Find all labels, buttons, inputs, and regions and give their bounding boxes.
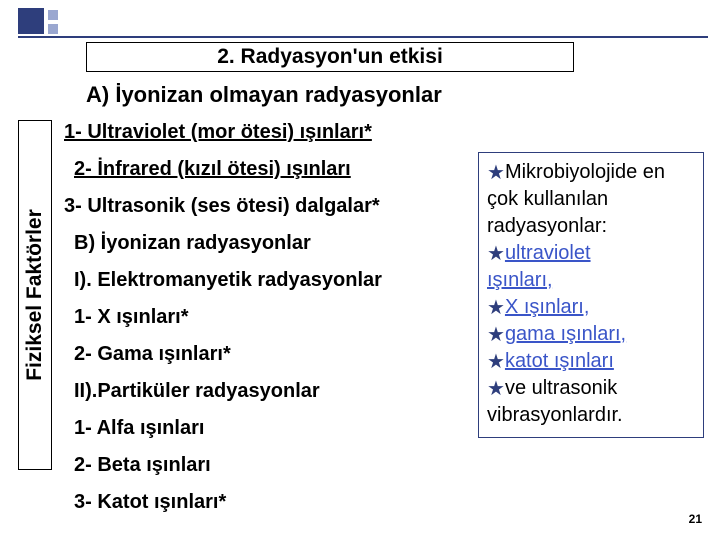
star-icon: ★ — [487, 351, 505, 373]
sidebar-label-box: Fiziksel Faktörler — [18, 120, 52, 470]
section-a-heading: A) İyonizan olmayan radyasyonlar — [86, 82, 442, 108]
callout-x: X ışınları, — [505, 296, 589, 318]
star-icon: ★ — [487, 297, 505, 319]
star-icon: ★ — [487, 162, 505, 184]
item-b-ii-2: 2- Beta ışınları — [74, 453, 464, 478]
item-b-ii-1: 1- Alfa ışınları — [74, 416, 464, 441]
callout-intro-1: Mikrobiyolojide — [505, 161, 637, 183]
item-a3: 3- Ultrasonik (ses ötesi) dalgalar* — [64, 194, 464, 219]
star-icon: ★ — [487, 243, 505, 265]
callout-gama: gama ışınları, — [505, 323, 626, 345]
star-icon: ★ — [487, 324, 505, 346]
main-content: 1- Ultraviolet (mor ötesi) ışınları* 2- … — [64, 120, 464, 527]
slide-title: 2. Radyasyon'un etkisi — [86, 42, 574, 72]
section-b-ii: II).Partiküler radyasyonlar — [74, 379, 464, 404]
star-icon: ★ — [487, 378, 505, 400]
item-b-i-1: 1- X ışınları* — [74, 305, 464, 330]
top-rule — [18, 36, 708, 38]
section-b-i: I). Elektromanyetik radyasyonlar — [74, 268, 464, 293]
callout-uv: ultraviolet — [505, 242, 591, 264]
item-a1: 1- Ultraviolet (mor ötesi) ışınları* — [64, 120, 464, 145]
item-a2: 2- İnfrared (kızıl ötesi) ışınları — [74, 157, 464, 182]
callout-uv-2: ışınları, — [487, 269, 553, 291]
callout-box: ★Mikrobiyolojide en çok kullanılan radya… — [478, 152, 704, 438]
callout-ultrasonik-1: ve ultrasonik — [505, 377, 617, 399]
callout-katot: katot ışınları — [505, 350, 614, 372]
callout-ultrasonik-2: vibrasyonlardır. — [487, 404, 623, 426]
section-b-heading: B) İyonizan radyasyonlar — [74, 231, 464, 256]
sidebar-label: Fiziksel Faktörler — [23, 209, 47, 381]
item-b-ii-3: 3- Katot ışınları* — [74, 490, 464, 515]
item-b-i-2: 2- Gama ışınları* — [74, 342, 464, 367]
page-number: 21 — [689, 512, 702, 526]
